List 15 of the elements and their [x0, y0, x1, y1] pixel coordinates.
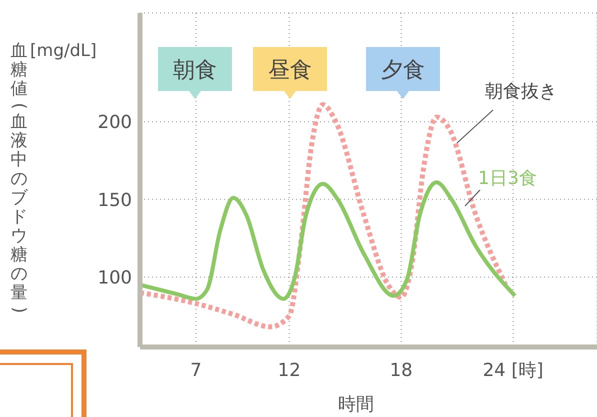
annotation: 夕食: [381, 58, 425, 83]
series-label: 1日3食: [478, 168, 537, 189]
y-tick-label: 150: [98, 190, 132, 211]
x-axis-title: 時間: [337, 393, 375, 416]
annotation: 朝食: [173, 58, 217, 83]
x-tick-label: 7: [190, 360, 202, 381]
x-tick-label: 24 [時]: [482, 360, 544, 381]
y-tick-label: 100: [98, 267, 132, 288]
y-tick-label: 200: [98, 112, 132, 134]
text: 血糖値(血液中のブドウ糖の量): [9, 41, 29, 314]
text: 朝食抜き: [485, 81, 557, 102]
text: [mg/dL]: [30, 41, 97, 61]
x-tick-label: 12: [278, 360, 301, 381]
x-tick-label: 18: [390, 360, 413, 381]
annotation: 昼食: [268, 58, 312, 83]
